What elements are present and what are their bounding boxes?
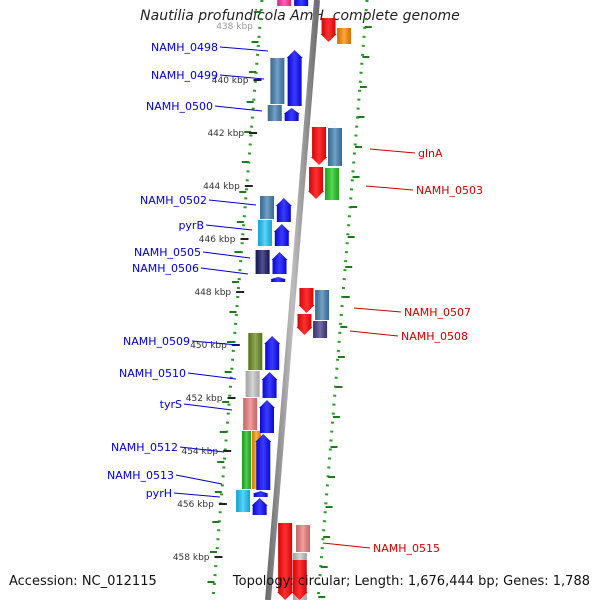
accession-text: Accession: NC_012115 xyxy=(9,574,157,589)
forward-gene-arrow xyxy=(273,224,290,246)
cog-block-shade xyxy=(327,128,342,166)
reverse-strand-genes xyxy=(277,18,337,600)
gene-label-leader xyxy=(205,224,253,231)
cog-block-shade xyxy=(313,321,328,338)
cog-block-shade xyxy=(324,168,339,200)
cog-block-shade xyxy=(270,58,285,104)
gene-label-namh_0508[interactable]: NAMH_0508 xyxy=(401,330,468,343)
gene-label-leader xyxy=(353,307,402,313)
cog-block-shade xyxy=(236,490,251,512)
tick-label-clipped: 438 kbp xyxy=(216,22,253,32)
tick-label: 442 kbp xyxy=(207,129,244,139)
tick-label: 444 kbp xyxy=(203,182,240,192)
genome-summary-text: Topology: circular; Length: 1,676,444 bp… xyxy=(232,574,590,589)
gene-label-namh_0503[interactable]: NAMH_0503 xyxy=(416,184,483,197)
forward-gene-arrow xyxy=(275,198,292,222)
gene-label-leader xyxy=(183,403,233,411)
gene-label-leader xyxy=(214,105,263,112)
gene-label-glna[interactable]: glnA xyxy=(418,147,443,160)
gene-label-leader xyxy=(349,330,399,337)
cog-block-shade xyxy=(296,525,311,552)
gene-label-leader xyxy=(187,372,237,380)
tick-label: 458 kbp xyxy=(173,553,210,563)
reverse-gene-arrow xyxy=(291,560,308,600)
tick-label: 454 kbp xyxy=(181,447,218,457)
gene-label-namh_0499[interactable]: NAMH_0499 xyxy=(151,69,218,82)
scale-ticks: 440 kbp 442 kbp 444 kbp 446 kbp 448 kbp 450 k… xyxy=(173,22,262,563)
forward-gene-arrow xyxy=(255,434,272,490)
reverse-gene-arrow xyxy=(298,288,315,313)
gene-label-pyrh[interactable]: pyrH xyxy=(146,487,172,500)
tick-label: 446 kbp xyxy=(199,235,236,245)
cog-block-shade xyxy=(337,28,352,44)
cog-block-shade xyxy=(248,333,263,370)
gene-label-leader xyxy=(202,251,251,259)
cog-block-shade xyxy=(241,431,251,489)
forward-gene-arrow xyxy=(286,50,303,106)
cog-block-shade xyxy=(260,196,275,219)
tick-label: 450 kbp xyxy=(190,341,227,351)
guide-line-left xyxy=(211,0,264,600)
gene-label-leader xyxy=(322,542,371,549)
gene-label-leader xyxy=(369,148,416,154)
gene-label-namh_0507[interactable]: NAMH_0507 xyxy=(404,306,471,319)
tick-label: 452 kbp xyxy=(186,394,223,404)
reverse-gene-arrow xyxy=(296,314,313,335)
gene-label-namh_0506[interactable]: NAMH_0506 xyxy=(132,262,199,275)
cog-block-shade xyxy=(277,0,292,6)
cog-block-shade xyxy=(255,250,270,274)
cog-block-shade xyxy=(245,371,260,397)
guide-line-right xyxy=(316,0,369,600)
gene-label-namh_0509[interactable]: NAMH_0509 xyxy=(123,335,190,348)
gene-label-leader xyxy=(365,185,414,191)
gene-label-namh_0498[interactable]: NAMH_0498 xyxy=(151,41,218,54)
gene-label-leader xyxy=(179,446,225,453)
reverse-gene-arrow xyxy=(308,167,325,199)
gene-label-leader xyxy=(208,199,257,206)
gene-label-leader xyxy=(175,474,223,485)
gene-label-leader xyxy=(191,340,239,346)
gene-label-namh_0510[interactable]: NAMH_0510 xyxy=(119,367,186,380)
forward-gene-arrow xyxy=(270,277,287,282)
forward-gene-arrow xyxy=(294,0,309,6)
gene-label-leader xyxy=(219,46,269,52)
forward-gene-arrow xyxy=(283,108,300,121)
map-title: Nautilia profundicola AmH, complete geno… xyxy=(140,8,460,24)
forward-gene-arrow xyxy=(252,491,269,497)
reverse-gene-arrow xyxy=(311,127,328,165)
cog-block-shade xyxy=(243,398,258,430)
forward-strand-genes xyxy=(251,0,309,515)
gene-label-namh_0515[interactable]: NAMH_0515 xyxy=(373,542,440,555)
gene-label-tyrs[interactable]: tyrS xyxy=(160,398,182,411)
gene-label-namh_0513[interactable]: NAMH_0513 xyxy=(107,469,174,482)
gene-label-namh_0512[interactable]: NAMH_0512 xyxy=(111,441,178,454)
forward-gene-arrow xyxy=(251,498,268,515)
forward-gene-arrow xyxy=(258,400,275,433)
gene-label-namh_0502[interactable]: NAMH_0502 xyxy=(140,194,207,207)
gene-label-namh_0500[interactable]: NAMH_0500 xyxy=(146,100,213,113)
cog-block-shade xyxy=(315,290,330,320)
tick-label: 440 kbp xyxy=(212,76,249,86)
gene-label-leader xyxy=(173,492,221,498)
gene-label-leader xyxy=(219,74,265,80)
forward-gene-arrow xyxy=(261,372,278,398)
cog-block-shade xyxy=(257,220,272,246)
reverse-gene-labels: glnA NAMH_0503 NAMH_0507 NAMH_0508 NAMH_0515 xyxy=(322,147,483,555)
reverse-gene-arrow xyxy=(320,18,337,42)
genome-backbone xyxy=(265,0,320,600)
cog-block-shade xyxy=(267,105,282,121)
gene-label-namh_0505[interactable]: NAMH_0505 xyxy=(134,246,201,259)
forward-gene-labels: NAMH_0498 NAMH_0499 NAMH_0500 NAMH_0502 pyrB… xyxy=(107,41,269,500)
gene-label-pyrb[interactable]: pyrB xyxy=(178,219,204,232)
gene-label-leader xyxy=(200,267,249,275)
forward-gene-arrow xyxy=(264,336,281,370)
forward-gene-arrow xyxy=(271,252,288,274)
tick-label: 448 kbp xyxy=(194,288,231,298)
tick-label: 456 kbp xyxy=(177,500,214,510)
reverse-gene-arrow xyxy=(277,523,294,600)
